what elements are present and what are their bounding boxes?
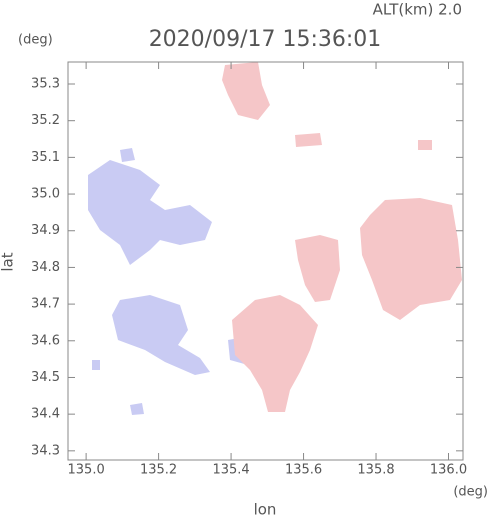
x-tick-label: 135.6 [285, 463, 322, 478]
x-tick-label: 135.4 [212, 463, 249, 478]
x-tick-label: 135.8 [357, 463, 394, 478]
altitude-label: ALT(km) 2.0 [373, 1, 462, 19]
x-unit: (deg) [453, 485, 488, 500]
y-tick-label: 35.1 [31, 150, 60, 165]
y-axis-label: lat [0, 252, 17, 271]
x-tick-label: 136.0 [430, 463, 467, 478]
echo-field [88, 62, 462, 415]
chart-title: 2020/09/17 15:36:01 [149, 27, 382, 52]
y-tick-label: 34.9 [31, 223, 60, 238]
y-tick-label: 35.0 [31, 187, 60, 202]
y-tick-label: 34.3 [31, 443, 60, 458]
y-tick-label: 34.6 [31, 333, 60, 348]
y-tick-label: 34.5 [31, 370, 60, 385]
x-tick-label: 135.2 [140, 463, 177, 478]
y-tick-label: 35.2 [31, 113, 60, 128]
plot-frame [67, 61, 464, 461]
y-tick-label: 34.8 [31, 260, 60, 275]
x-tick-label: 135.0 [68, 463, 105, 478]
y-unit: (deg) [18, 33, 53, 48]
x-axis-label: lon [254, 501, 277, 519]
y-tick-label: 34.4 [31, 407, 60, 422]
y-tick-label: 34.7 [31, 297, 60, 312]
y-tick-label: 35.3 [31, 77, 60, 92]
